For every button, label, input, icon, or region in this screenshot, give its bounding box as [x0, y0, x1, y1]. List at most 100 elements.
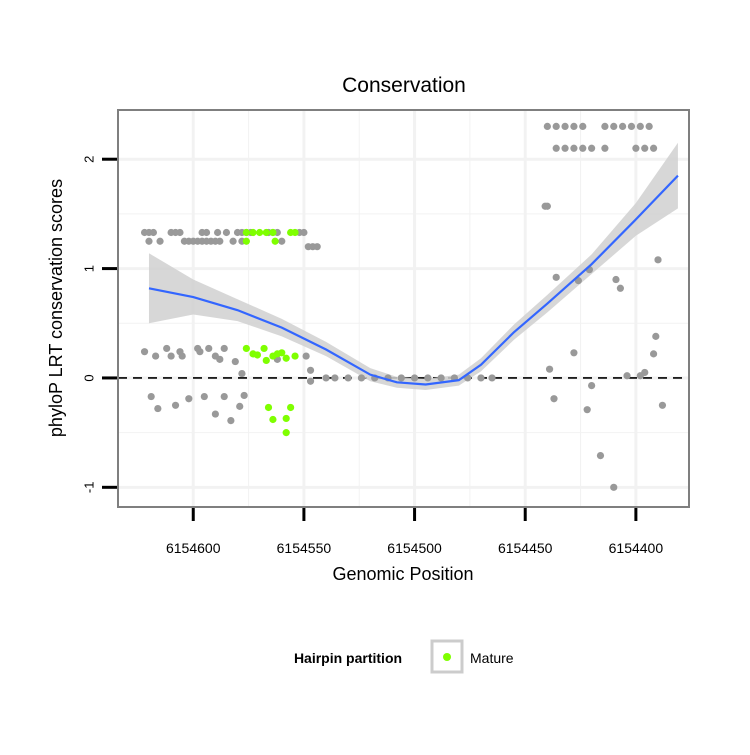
other-point [561, 122, 569, 131]
mature-point [264, 403, 273, 412]
other-point [240, 391, 248, 400]
other-point [623, 372, 631, 380]
other-point [658, 401, 667, 409]
other-point [596, 451, 605, 460]
other-point [477, 374, 485, 382]
mature-point [260, 344, 268, 353]
mature-point [242, 344, 250, 353]
mature-point [249, 228, 257, 237]
x-tick-label: 6154500 [387, 540, 442, 556]
other-point [552, 273, 560, 281]
mature-point [253, 351, 262, 359]
other-point [550, 395, 558, 403]
other-point [601, 122, 609, 131]
other-point [231, 357, 239, 366]
y-tick-label: 2 [81, 156, 96, 163]
other-point [300, 228, 308, 237]
other-point [543, 202, 551, 210]
mature-point [282, 414, 290, 423]
other-point [397, 374, 405, 382]
y-tick-label: 0 [81, 374, 96, 381]
other-point [220, 392, 228, 401]
other-point [331, 374, 339, 382]
other-point [641, 144, 649, 152]
other-point [488, 374, 496, 382]
other-point [185, 395, 193, 403]
other-point [636, 122, 644, 131]
other-point [652, 332, 660, 340]
other-point [176, 228, 184, 237]
other-point [229, 237, 237, 245]
mature-point [278, 349, 286, 357]
other-point [216, 237, 224, 245]
other-point [306, 366, 315, 374]
other-point [152, 352, 160, 360]
mature-point [282, 354, 290, 362]
other-point [302, 352, 310, 360]
other-point [641, 368, 649, 377]
x-tick-label: 6154450 [498, 540, 553, 556]
other-point [424, 374, 432, 382]
mature-point [287, 403, 295, 412]
other-point [632, 144, 640, 152]
other-point [545, 365, 554, 373]
other-point [601, 144, 609, 152]
other-point [410, 374, 419, 382]
other-point [216, 355, 224, 363]
x-tick-label: 6154600 [166, 540, 221, 556]
other-point [147, 392, 155, 401]
other-point [200, 392, 208, 401]
legend-key-mature [443, 653, 451, 661]
mature-point [291, 228, 299, 237]
mature-point [242, 237, 250, 245]
x-tick-label: 6154400 [609, 540, 664, 556]
x-tick-label: 6154550 [277, 540, 332, 556]
other-point [619, 122, 627, 131]
other-point [163, 344, 171, 353]
other-point [627, 122, 636, 131]
other-point [552, 122, 560, 131]
other-point [196, 348, 204, 356]
other-point [145, 237, 153, 245]
chart-title: Conservation [342, 74, 466, 97]
other-point [610, 483, 618, 491]
other-point [357, 374, 366, 382]
other-point [213, 228, 222, 237]
other-point [211, 410, 219, 418]
other-point [570, 349, 578, 357]
legend-title: Hairpin partition [294, 650, 402, 666]
other-point [140, 348, 149, 356]
mature-point [256, 228, 264, 237]
legend: Hairpin partition Mature [294, 639, 514, 674]
other-point [654, 256, 662, 264]
other-point [570, 122, 578, 131]
other-point [205, 344, 213, 353]
smooth-line [148, 174, 679, 386]
mature-point [291, 352, 299, 360]
other-point [570, 144, 578, 152]
other-point [202, 228, 211, 237]
other-point [178, 352, 186, 360]
legend-label-mature: Mature [470, 650, 514, 666]
other-point [322, 374, 330, 382]
smooth-line-layer [148, 174, 679, 386]
other-point [313, 243, 321, 251]
other-point [645, 122, 653, 131]
other-point [579, 122, 587, 131]
mature-point [282, 429, 290, 437]
other-point [156, 237, 164, 245]
other-point [649, 144, 658, 152]
other-point [167, 352, 175, 360]
y-tick-label: -1 [81, 482, 96, 494]
other-point [612, 275, 620, 284]
other-point [278, 237, 286, 245]
other-point [649, 350, 658, 358]
panel-border [117, 109, 690, 508]
axes: 6154600 6154550 6154500 6154450 6154400 -1 0 1 2 [81, 156, 663, 556]
mature-point [262, 356, 270, 365]
other-point [236, 402, 244, 410]
other-point [149, 228, 158, 237]
other-point [610, 122, 618, 131]
